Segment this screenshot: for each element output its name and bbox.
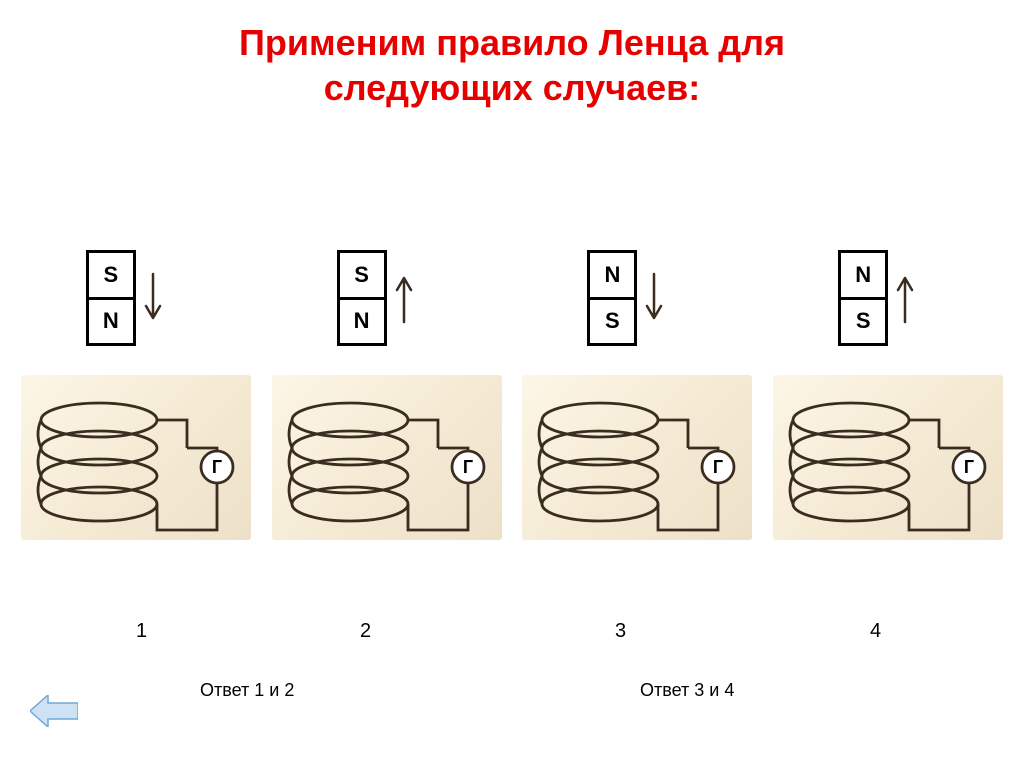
title-line-1: Применим правило Ленца для xyxy=(239,22,785,63)
bar-magnet: SN xyxy=(337,250,387,346)
diagram-number-4: 4 xyxy=(870,620,881,643)
coil-and-galvanometer: Г xyxy=(272,370,502,545)
bar-magnet: SN xyxy=(86,250,136,346)
svg-text:Г: Г xyxy=(462,457,472,477)
answers-row: Ответ 1 и 2 Ответ 3 и 4 xyxy=(0,680,1024,710)
diagram-2: SN Г xyxy=(272,250,502,540)
diagram-number-3: 3 xyxy=(615,620,626,643)
numbers-row: 1 2 3 4 xyxy=(0,620,1024,650)
slide-title: Применим правило Ленца для следующих слу… xyxy=(0,20,1024,110)
back-arrow-icon[interactable] xyxy=(30,695,78,727)
motion-arrow-down-icon xyxy=(143,270,163,326)
pole-top: S xyxy=(89,253,133,297)
answer-link-2[interactable]: Ответ 3 и 4 xyxy=(640,680,734,701)
diagrams-row: SN ГSN ГNS ГNS Г xyxy=(0,250,1024,540)
diagram-3: NS Г xyxy=(522,250,752,540)
pole-top: S xyxy=(340,253,384,297)
coil-and-galvanometer: Г xyxy=(522,370,752,545)
diagram-4: NS Г xyxy=(773,250,1003,540)
svg-text:Г: Г xyxy=(713,457,723,477)
motion-arrow-up-icon xyxy=(394,270,414,326)
answer-link-1[interactable]: Ответ 1 и 2 xyxy=(200,680,294,701)
motion-arrow-down-icon xyxy=(644,270,664,326)
pole-bottom: S xyxy=(841,297,885,344)
pole-bottom: N xyxy=(340,297,384,344)
pole-top: N xyxy=(841,253,885,297)
bar-magnet: NS xyxy=(838,250,888,346)
motion-arrow-up-icon xyxy=(895,270,915,326)
diagram-number-2: 2 xyxy=(360,620,371,643)
bar-magnet: NS xyxy=(587,250,637,346)
svg-text:Г: Г xyxy=(964,457,974,477)
pole-top: N xyxy=(590,253,634,297)
title-line-2: следующих случаев: xyxy=(324,67,701,108)
coil-and-galvanometer: Г xyxy=(773,370,1003,545)
pole-bottom: N xyxy=(89,297,133,344)
diagram-1: SN Г xyxy=(21,250,251,540)
coil-and-galvanometer: Г xyxy=(21,370,251,545)
pole-bottom: S xyxy=(590,297,634,344)
diagram-number-1: 1 xyxy=(136,620,147,643)
svg-text:Г: Г xyxy=(212,457,222,477)
